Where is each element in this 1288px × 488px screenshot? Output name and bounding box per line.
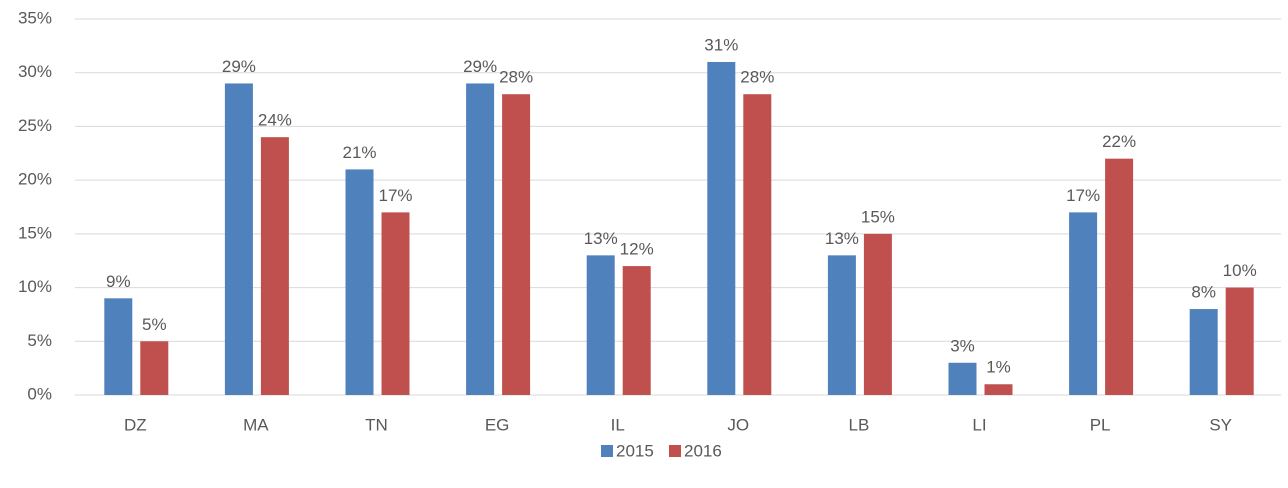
value-label: 31%: [704, 35, 738, 54]
bar: [260, 137, 289, 395]
y-tick-label: 0%: [27, 384, 52, 403]
x-tick-label: SY: [1209, 415, 1232, 434]
bar: [466, 83, 495, 395]
value-label: 29%: [463, 57, 497, 76]
value-label: 21%: [342, 143, 376, 162]
legend-label: 2016: [684, 441, 722, 460]
bar: [1189, 309, 1218, 395]
x-tick-label: IL: [611, 415, 625, 434]
y-tick-label: 35%: [18, 8, 52, 27]
x-tick-label: LI: [972, 415, 986, 434]
value-label: 1%: [986, 358, 1011, 377]
bar: [863, 233, 892, 395]
bar: [1105, 158, 1134, 395]
value-label: 5%: [142, 315, 167, 334]
bar: [948, 362, 977, 395]
value-label: 28%: [740, 68, 774, 87]
value-label: 15%: [861, 207, 895, 226]
bar: [502, 94, 531, 395]
bar: [743, 94, 772, 395]
x-tick-label: MA: [243, 415, 269, 434]
y-tick-label: 5%: [27, 331, 52, 350]
bar: [140, 341, 169, 395]
bar: [381, 212, 410, 395]
bar: [707, 61, 736, 395]
value-label: 29%: [222, 57, 256, 76]
value-label: 28%: [499, 68, 533, 87]
value-label: 9%: [106, 272, 131, 291]
bar: [345, 169, 374, 395]
bar: [104, 298, 133, 395]
bar: [1225, 287, 1254, 395]
x-tick-label: DZ: [124, 415, 147, 434]
y-tick-label: 30%: [18, 62, 52, 81]
y-tick-label: 20%: [18, 170, 52, 189]
legend-swatch: [601, 445, 613, 457]
value-label: 24%: [258, 111, 292, 130]
value-label: 3%: [950, 336, 975, 355]
value-label: 10%: [1223, 261, 1257, 280]
legend-label: 2015: [616, 441, 654, 460]
x-tick-label: PL: [1090, 415, 1111, 434]
value-label: 13%: [584, 229, 618, 248]
x-tick-label: JO: [727, 415, 749, 434]
bar: [622, 266, 651, 395]
value-label: 17%: [1066, 186, 1100, 205]
x-tick-label: TN: [365, 415, 388, 434]
legend-swatch: [669, 445, 681, 457]
bar: [984, 384, 1013, 395]
bar: [224, 83, 253, 395]
value-label: 8%: [1191, 283, 1216, 302]
y-tick-label: 10%: [18, 277, 52, 296]
y-tick-label: 15%: [18, 223, 52, 242]
bar: [1069, 212, 1098, 395]
value-label: 17%: [378, 186, 412, 205]
x-tick-label: LB: [849, 415, 870, 434]
value-label: 13%: [825, 229, 859, 248]
x-tick-label: EG: [485, 415, 510, 434]
value-label: 22%: [1102, 132, 1136, 151]
y-tick-label: 25%: [18, 116, 52, 135]
bar: [827, 255, 856, 395]
value-label: 12%: [620, 240, 654, 259]
bar: [586, 255, 615, 395]
